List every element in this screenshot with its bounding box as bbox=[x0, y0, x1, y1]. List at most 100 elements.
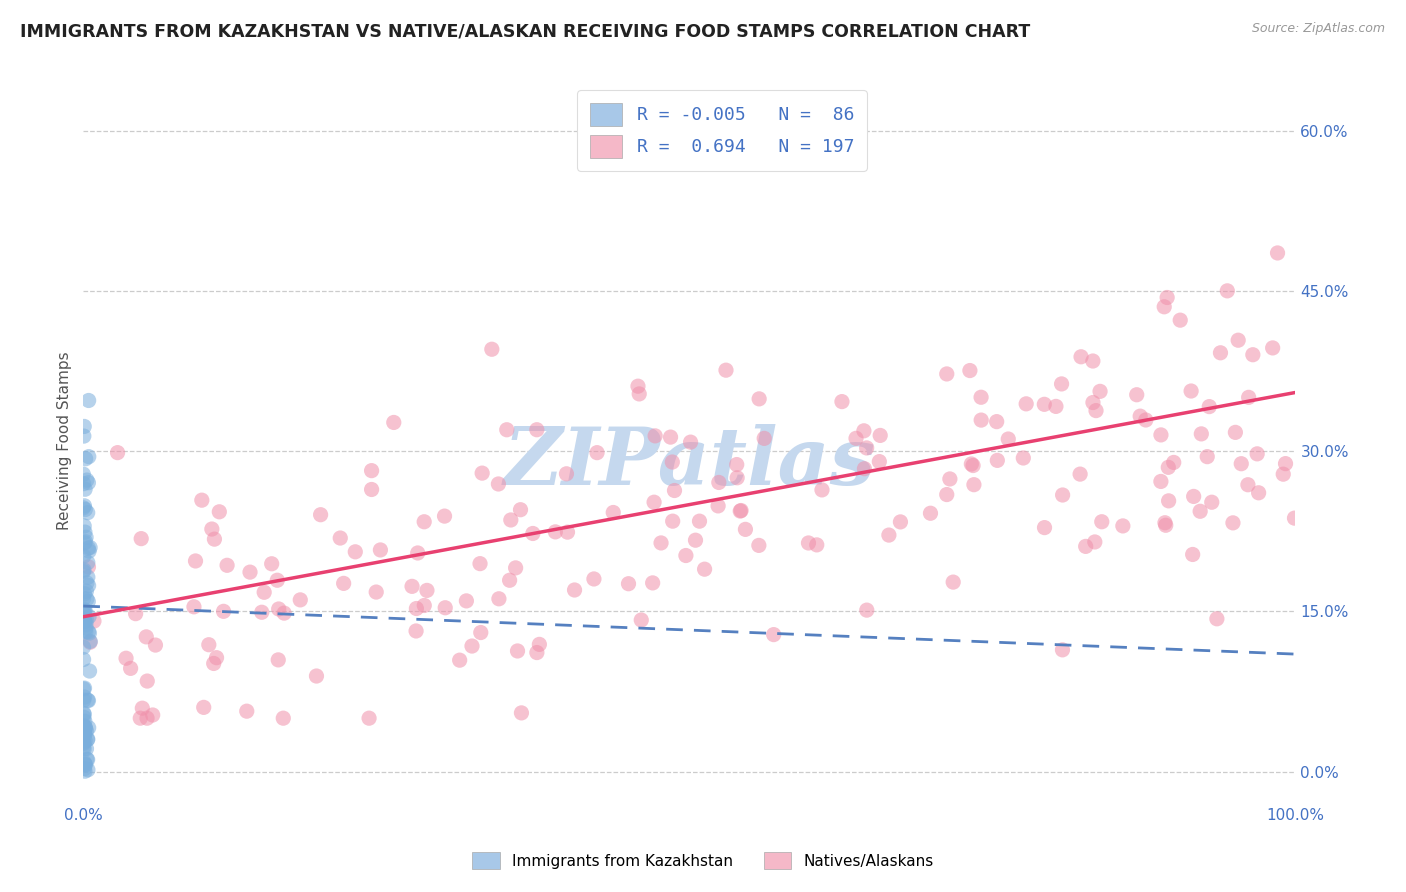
Point bbox=[73, 525, 96, 540]
Point bbox=[290, 593, 312, 607]
Point bbox=[754, 431, 776, 445]
Point bbox=[217, 558, 239, 573]
Point bbox=[1045, 400, 1067, 414]
Point bbox=[433, 509, 456, 524]
Point bbox=[748, 538, 770, 552]
Point bbox=[939, 472, 962, 486]
Point bbox=[75, 734, 97, 748]
Point bbox=[73, 764, 96, 779]
Point bbox=[72, 652, 94, 666]
Point bbox=[202, 657, 225, 671]
Point bbox=[73, 693, 96, 707]
Point bbox=[962, 458, 984, 473]
Point bbox=[73, 536, 96, 550]
Point bbox=[762, 627, 785, 641]
Point bbox=[510, 706, 533, 720]
Point bbox=[555, 467, 578, 481]
Point bbox=[728, 504, 751, 518]
Point bbox=[1125, 388, 1147, 402]
Point bbox=[73, 681, 96, 695]
Point bbox=[76, 506, 98, 520]
Point bbox=[129, 711, 152, 725]
Point bbox=[73, 563, 96, 577]
Point bbox=[253, 585, 276, 599]
Point bbox=[1150, 475, 1173, 489]
Point bbox=[73, 736, 96, 750]
Point bbox=[1112, 519, 1135, 533]
Point bbox=[260, 557, 283, 571]
Point bbox=[73, 719, 96, 733]
Point bbox=[72, 681, 94, 696]
Point bbox=[868, 454, 890, 468]
Point bbox=[250, 605, 273, 619]
Point bbox=[488, 591, 510, 606]
Point bbox=[370, 543, 392, 558]
Point bbox=[73, 614, 96, 628]
Point bbox=[714, 363, 737, 377]
Point bbox=[1237, 390, 1260, 404]
Point bbox=[855, 603, 877, 617]
Point bbox=[366, 585, 388, 599]
Point bbox=[236, 704, 259, 718]
Point bbox=[1181, 548, 1204, 562]
Point bbox=[529, 637, 551, 651]
Point bbox=[76, 693, 98, 707]
Point bbox=[75, 584, 97, 599]
Point bbox=[526, 646, 548, 660]
Point bbox=[471, 466, 494, 480]
Point bbox=[212, 604, 235, 618]
Point bbox=[75, 604, 97, 618]
Point bbox=[1168, 313, 1191, 327]
Point bbox=[79, 626, 101, 640]
Point bbox=[77, 450, 100, 464]
Point bbox=[997, 432, 1019, 446]
Point bbox=[201, 522, 224, 536]
Point bbox=[75, 621, 97, 635]
Point bbox=[806, 538, 828, 552]
Point bbox=[564, 582, 586, 597]
Point bbox=[675, 549, 697, 563]
Point bbox=[77, 560, 100, 574]
Point bbox=[1189, 504, 1212, 518]
Point bbox=[79, 634, 101, 648]
Point bbox=[685, 533, 707, 548]
Point bbox=[360, 483, 382, 497]
Point bbox=[75, 502, 97, 516]
Point bbox=[77, 475, 100, 490]
Point bbox=[77, 609, 100, 624]
Point bbox=[664, 483, 686, 498]
Point bbox=[83, 614, 105, 628]
Point bbox=[1088, 384, 1111, 399]
Point bbox=[73, 714, 96, 729]
Point bbox=[76, 591, 98, 606]
Point bbox=[935, 367, 957, 381]
Point bbox=[544, 524, 567, 539]
Point bbox=[76, 752, 98, 766]
Point bbox=[75, 534, 97, 549]
Point bbox=[76, 556, 98, 570]
Point bbox=[1081, 354, 1104, 368]
Point bbox=[75, 451, 97, 466]
Point bbox=[77, 393, 100, 408]
Point bbox=[586, 445, 609, 459]
Point bbox=[1154, 518, 1177, 533]
Point bbox=[986, 415, 1008, 429]
Point bbox=[73, 591, 96, 606]
Legend: R = -0.005   N =  86, R =  0.694   N = 197: R = -0.005 N = 86, R = 0.694 N = 197 bbox=[578, 90, 868, 170]
Point bbox=[329, 531, 352, 545]
Point bbox=[1150, 428, 1173, 442]
Point bbox=[273, 606, 295, 620]
Point bbox=[644, 429, 666, 443]
Point bbox=[198, 638, 221, 652]
Point bbox=[1154, 516, 1177, 530]
Point bbox=[1015, 397, 1038, 411]
Point bbox=[1050, 376, 1073, 391]
Point bbox=[1129, 409, 1152, 424]
Point bbox=[661, 455, 683, 469]
Y-axis label: Receiving Food Stamps: Receiving Food Stamps bbox=[58, 351, 72, 530]
Point bbox=[73, 419, 96, 434]
Point bbox=[72, 476, 94, 491]
Point bbox=[120, 661, 142, 675]
Point bbox=[1222, 516, 1244, 530]
Point bbox=[77, 721, 100, 735]
